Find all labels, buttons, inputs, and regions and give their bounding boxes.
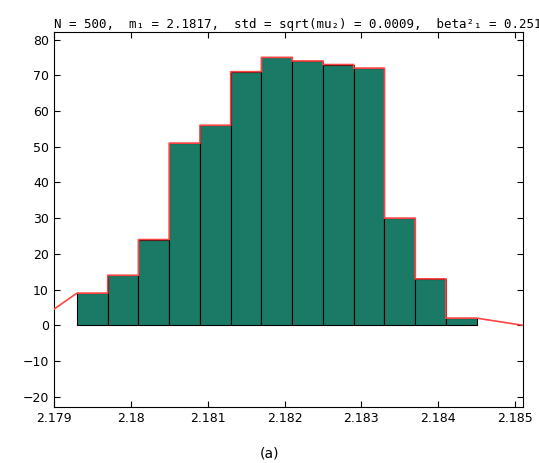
Bar <box>384 218 415 325</box>
Bar <box>323 64 354 325</box>
Bar <box>169 143 200 325</box>
Bar <box>415 279 446 325</box>
Bar <box>231 72 261 325</box>
Text: N = 500,  m₁ = 2.1817,  std = sqrt(mu₂) = 0.0009,  beta²₁ = 0.2513,  beta₂ = 3.3: N = 500, m₁ = 2.1817, std = sqrt(mu₂) = … <box>54 18 539 31</box>
Bar <box>292 61 323 325</box>
Bar <box>139 239 169 325</box>
Bar <box>261 57 292 325</box>
Text: (a): (a) <box>260 447 279 461</box>
Bar <box>446 318 476 325</box>
Bar <box>200 125 231 325</box>
Bar <box>108 275 139 325</box>
Bar <box>354 68 384 325</box>
Bar <box>77 293 108 325</box>
